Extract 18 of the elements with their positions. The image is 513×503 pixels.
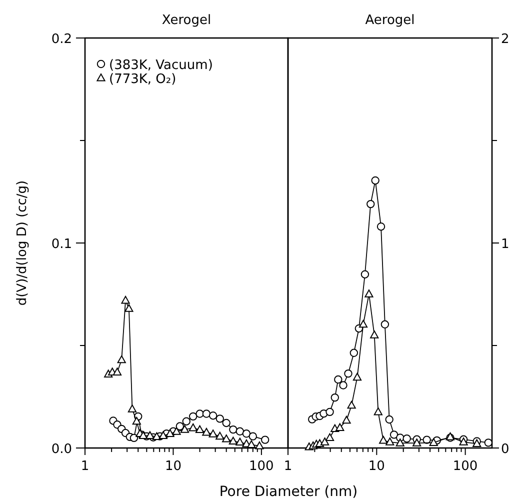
legend-label: (773K, O₂) — [109, 72, 176, 87]
x-tick-label: 1 — [80, 459, 90, 474]
y2-tick-label: 1 — [501, 237, 510, 252]
y-tick-label: 0.1 — [51, 237, 72, 252]
x-tick-label: 1 — [284, 459, 292, 474]
legend-label: (383K, Vacuum) — [109, 58, 213, 73]
chart-title: Xerogel — [162, 13, 212, 28]
x-tick-label: 10 — [368, 459, 385, 474]
x-tick-label: 100 — [452, 459, 478, 474]
y-axis-title: d(V)/d(log D) (cc/g) — [15, 180, 30, 306]
y2-tick-label: 2 — [501, 32, 510, 47]
x-tick-label: 100 — [249, 459, 274, 474]
x-tick-label: 10 — [164, 459, 182, 474]
y2-tick-label: 0 — [501, 442, 510, 457]
x-axis-title: Pore Diameter (nm) — [219, 484, 358, 500]
chart-title: Aerogel — [365, 13, 415, 28]
y-tick-label: 0.0 — [51, 442, 72, 457]
y-tick-label: 0.2 — [51, 32, 72, 47]
